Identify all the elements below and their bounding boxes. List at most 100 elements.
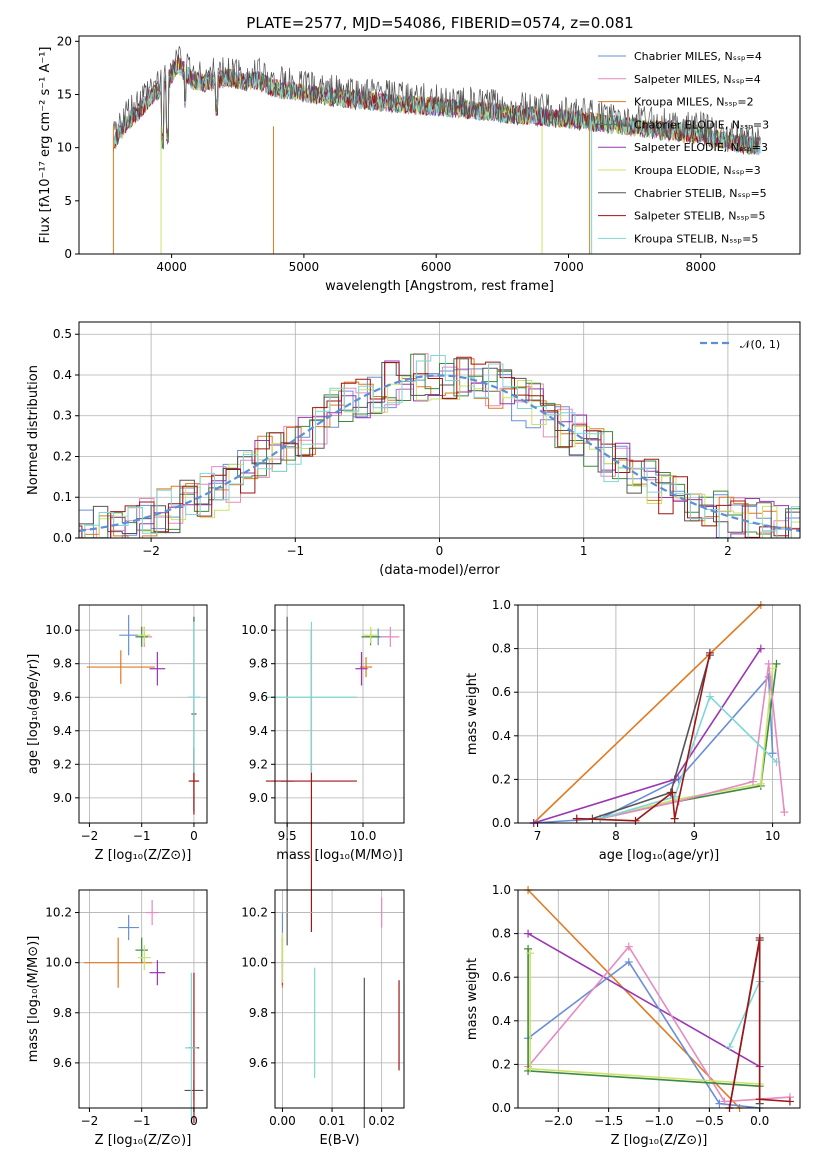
tick-label-y: 9.6 [249, 690, 268, 704]
tick-label-y: 15 [57, 87, 72, 101]
normal-curve [79, 374, 800, 532]
tick-label-y: 9.4 [249, 724, 268, 738]
tick-label-y: 10.0 [241, 956, 268, 970]
tick-label-y: 10.2 [45, 906, 72, 920]
weight-line [527, 889, 741, 1109]
weight-line [600, 668, 774, 820]
tick-label-x: −1 [133, 829, 151, 843]
histogram-salpeter-stelib [79, 356, 800, 538]
legend-entry: 𝒩(0, 1) [740, 338, 780, 351]
tick-label-y: 0.2 [492, 772, 511, 786]
plot-area-spectrum [112, 46, 761, 254]
tick-label-y: 9.0 [249, 791, 268, 805]
weight-point [705, 648, 714, 657]
tick-label-x: 8 [612, 829, 620, 843]
plot-area-mass-vs-ebv [281, 897, 400, 1129]
weight-point [755, 1095, 764, 1104]
tick-label-x: −2.0 [544, 1114, 573, 1128]
x-axis-label: (data-model)/error [379, 563, 500, 578]
weight-point [715, 1099, 724, 1108]
weight-point [668, 788, 677, 797]
tick-label-x: 0 [190, 1114, 198, 1128]
weight-point [725, 1042, 734, 1051]
axes-age-vs-mass: 9.5 10.0 9.0 9.2 9.4 9.6 9.8 10.0 mass [log₁₀(M/… [241, 604, 405, 946]
x-axis-label: age [log₁₀(age/yr)] [599, 848, 720, 863]
y-axis-label: mass weight [465, 958, 480, 1040]
y-axis-label: age [log₁₀(age/yr)] [26, 654, 41, 775]
plot-area-weight-vs-z [524, 886, 794, 1112]
tick-label-y: 20 [57, 34, 72, 48]
weight-line [600, 663, 778, 820]
tick-label-y: 10.0 [241, 623, 268, 637]
legend-entry: Chabrier MILES, Nₛₛₚ=4 [634, 50, 762, 63]
weight-point [526, 1064, 535, 1073]
tick-label-x: −2 [81, 829, 99, 843]
x-axis-label: wavelength [Angstrom, rest frame] [325, 279, 554, 294]
tick-label-x: 9.5 [278, 829, 297, 843]
tick-label-y: 0.1 [53, 490, 72, 504]
tick-label-x: −1.0 [644, 1114, 673, 1128]
weight-point [524, 929, 533, 938]
tick-label-y: 9.8 [53, 1006, 72, 1020]
axes-mass-vs-ebv: 0.00 0.01 0.02 9.6 9.8 10.0 10.2 E(B-V) [241, 889, 405, 1148]
weight-point [720, 1097, 729, 1106]
axes-frame [274, 604, 405, 824]
weight-line [527, 948, 760, 1087]
x-axis-label: E(B-V) [319, 1133, 359, 1148]
legend-spectrum: Chabrier MILES, Nₛₛₚ=4 Salpeter MILES, Nₛ… [598, 50, 769, 245]
tick-label-x: 0.01 [319, 1114, 346, 1128]
tick-label-x: 0 [436, 544, 444, 558]
tick-label-y: 0.3 [53, 409, 72, 423]
axes-age-vs-z: −2 −1 0 9.0 9.2 9.4 9.6 9.8 10.0 Z [log₁₀(Z/Z⊙)] a… [26, 604, 208, 863]
tick-label-y: 0.4 [492, 1014, 511, 1028]
weight-point [749, 777, 757, 786]
axes-frame [78, 35, 801, 255]
weight-point [572, 814, 581, 823]
weight-point [764, 659, 773, 668]
weight-point [624, 942, 633, 951]
plot-area-mass-vs-z [84, 900, 204, 1124]
x-axis-label: Z [log₁₀(Z/Z⊙)] [95, 848, 192, 863]
tick-label-x: −1.5 [594, 1114, 623, 1128]
y-axis-label: mass weight [465, 673, 480, 755]
tick-label-y: 5 [64, 194, 72, 208]
weight-point [756, 644, 765, 653]
weight-point [526, 949, 535, 958]
weight-point [755, 933, 764, 942]
y-axis-label: Normed distribution [26, 365, 41, 495]
weight-line [527, 932, 761, 1068]
tick-label-y: 9.2 [53, 757, 72, 771]
tick-label-x: 5000 [289, 260, 320, 274]
legend-entry: Chabrier STELIB, Nₛₛₚ=5 [634, 187, 767, 200]
tick-label-y: 1.0 [492, 598, 511, 612]
histogram-chabrier-stelib [79, 358, 800, 538]
axes-spectrum: 4000 5000 6000 7000 8000 0 5 10 15 20 wavelength [… [38, 34, 801, 294]
tick-label-x: 1 [580, 544, 588, 558]
tick-label-y: 0.2 [492, 1057, 511, 1071]
y-axis-label: Flux [fλ10⁻¹⁷ erg cm⁻² s⁻¹ A⁻¹] [38, 47, 53, 244]
plot-area-weight-vs-age [529, 601, 789, 827]
weight-line [600, 663, 786, 820]
tick-label-x: 9 [690, 829, 698, 843]
legend-entry: Salpeter MILES, Nₛₛₚ=4 [634, 73, 761, 86]
tick-label-x: 0 [190, 829, 198, 843]
weight-point [756, 779, 765, 788]
weight-point [768, 749, 777, 758]
tick-label-y: 10.0 [45, 623, 72, 637]
axes-mass-vs-z: −2 −1 0 9.6 9.8 10.0 10.2 Z [log₁₀(Z/Z⊙)] mass [… [26, 889, 208, 1148]
tick-label-x: 8000 [686, 260, 717, 274]
tick-label-y: 9.0 [53, 791, 72, 805]
weight-line [527, 960, 760, 1109]
tick-label-x: 6000 [421, 260, 452, 274]
legend-entry: Salpeter STELIB, Nₛₛₚ=5 [634, 210, 766, 223]
plot-area-age-vs-z [86, 615, 201, 815]
tick-label-x: −1 [133, 1114, 151, 1128]
legend-entry: Kroupa MILES, Nₛₛₚ=2 [634, 96, 754, 109]
weight-line [576, 652, 711, 822]
tick-label-y: 0.4 [53, 368, 72, 382]
x-axis-label: Z [log₁₀(Z/Z⊙)] [95, 1133, 192, 1148]
tick-label-y: 9.8 [249, 657, 268, 671]
tick-label-y: 9.4 [53, 724, 72, 738]
x-axis-label: Z [log₁₀(Z/Z⊙)] [611, 1133, 708, 1148]
